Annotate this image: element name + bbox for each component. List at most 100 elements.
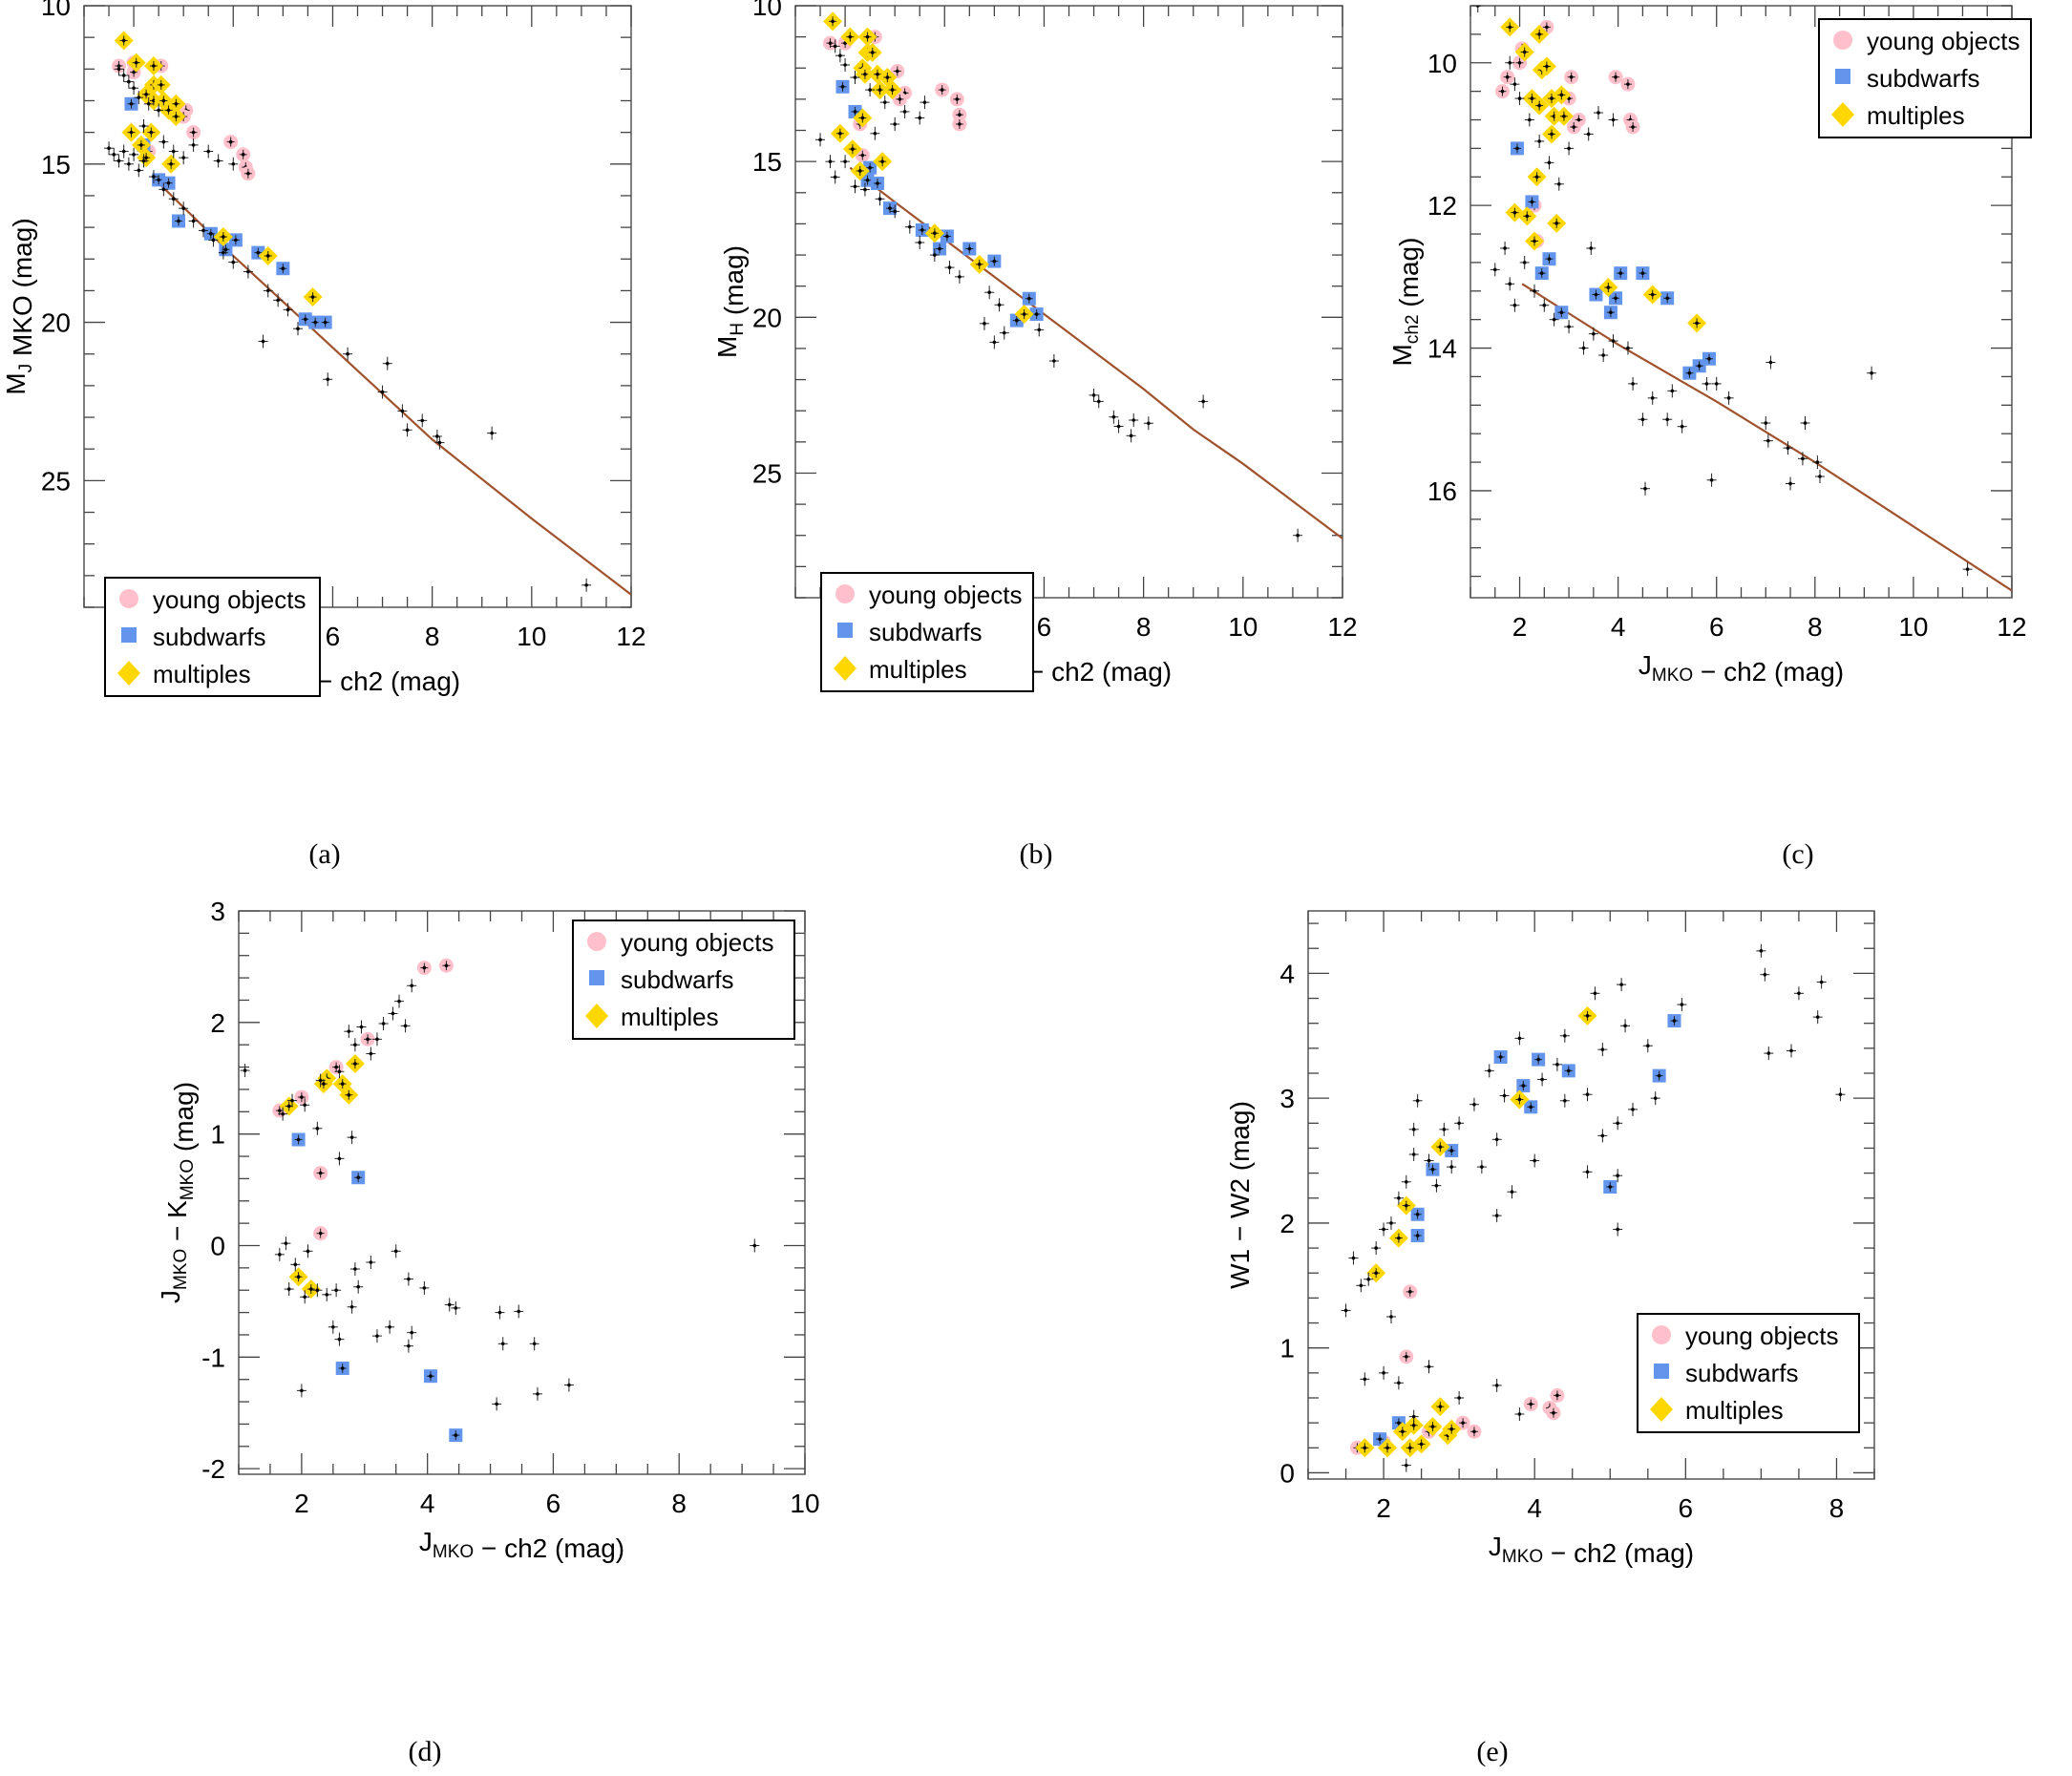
data-point [1415, 1212, 1420, 1216]
data-point [353, 1267, 357, 1271]
data-point [169, 161, 173, 166]
data-point [1555, 1063, 1559, 1067]
data-point [1870, 370, 1873, 375]
data-point [159, 83, 163, 87]
data-point [893, 122, 897, 126]
data-point [1407, 1290, 1412, 1294]
data-point [1503, 246, 1507, 250]
data-point [1430, 1167, 1435, 1172]
y-tick-label: 12 [1427, 191, 1457, 221]
data-point [838, 131, 842, 136]
data-point [228, 139, 233, 144]
data-point [246, 171, 250, 176]
data-point [490, 431, 494, 435]
data-point [144, 93, 148, 96]
data-point [296, 1275, 301, 1279]
y-tick-label: 15 [752, 147, 782, 177]
data-point [1680, 1003, 1684, 1006]
data-point [284, 1241, 288, 1245]
legend: young objects subdwarfs multiples [1818, 18, 2032, 138]
data-point [337, 1337, 342, 1342]
data-point [152, 175, 156, 179]
data-point [310, 295, 315, 299]
y-axis-label: Mch2 (mag) [1387, 238, 1424, 367]
data-point [366, 1037, 370, 1042]
caption-e: (e) [1476, 1736, 1509, 1767]
data-point [877, 88, 882, 92]
chart-panel-b: 2468101210152025JMKO − ch2 (mag)MH (mag)… [687, 0, 1375, 878]
data-point [1589, 246, 1594, 250]
data-point [1537, 32, 1541, 36]
data-point [211, 238, 216, 243]
data-point [265, 288, 270, 293]
x-tick-label: 8 [1136, 612, 1152, 642]
data-point [410, 983, 413, 988]
data-point [1492, 267, 1497, 272]
x-tick-label: 4 [420, 1489, 435, 1518]
data-point [1438, 1145, 1443, 1149]
legend-label: multiples [153, 660, 251, 688]
data-point [818, 137, 822, 142]
data-point [877, 197, 882, 201]
data-point [876, 181, 879, 185]
legend-label: subdwarfs [621, 965, 734, 994]
data-point [1643, 486, 1647, 491]
data-point [369, 1260, 373, 1264]
data-point [833, 44, 837, 49]
data-point [1427, 1158, 1431, 1163]
data-point [532, 1342, 537, 1346]
y-tick-label: 20 [41, 308, 71, 338]
data-point [318, 1231, 323, 1236]
data-point [1397, 1381, 1401, 1385]
data-point [1494, 1384, 1499, 1387]
data-point [1540, 1077, 1544, 1082]
data-point [407, 1277, 411, 1281]
data-point [356, 1175, 360, 1180]
data-point [992, 340, 997, 345]
data-point [1522, 50, 1527, 54]
plot-area [1472, 6, 2012, 592]
data-point [1965, 567, 1970, 571]
data-point [381, 1022, 386, 1025]
data-point [1650, 396, 1655, 400]
data-point [1411, 1423, 1416, 1427]
data-point [1530, 200, 1534, 204]
data-point [1002, 330, 1006, 335]
caption-b: (b) [1019, 838, 1053, 870]
data-point [454, 1306, 458, 1310]
data-point [1505, 74, 1510, 79]
data-point [340, 1366, 345, 1370]
data-point [1510, 1190, 1514, 1195]
data-point [1382, 1227, 1385, 1232]
data-point [1147, 421, 1151, 426]
data-point [567, 1383, 571, 1387]
data-point [1614, 296, 1617, 301]
data-point [331, 1324, 335, 1329]
legend-box [1637, 1313, 1860, 1433]
legend-label: multiples [1867, 101, 1965, 130]
data-point [1515, 146, 1519, 151]
chart-c: 2 4 6 8 10 12 10 12 14 16 JMKO − ch2 (mag) Mch2 (ma… [1387, 5, 2032, 687]
chart-panel-e: 2 4 6 8 0 1 2 3 4 JMKO − ch2 (mag) W1 − W2 (mag) yo… [1225, 898, 1929, 1776]
data-point [1415, 1234, 1420, 1237]
data-point [848, 34, 853, 39]
data-point [191, 130, 196, 135]
data-point [422, 1286, 427, 1290]
data-point [318, 1078, 323, 1083]
data-point [437, 440, 442, 445]
data-point [1585, 1092, 1590, 1097]
y-tick-label: 4 [1279, 959, 1295, 988]
data-point [375, 1037, 379, 1042]
data-point [388, 1324, 391, 1329]
data-point [1512, 303, 1517, 307]
legend-label: subdwarfs [153, 623, 266, 651]
data-point [1449, 1427, 1454, 1431]
data-point [1726, 396, 1731, 400]
data-point [1547, 257, 1552, 261]
data-point [1534, 175, 1539, 180]
data-point [420, 418, 425, 423]
data-point [1525, 214, 1530, 219]
data-point [116, 159, 121, 163]
y-tick-label: 10 [752, 0, 782, 21]
y-tick-label: 2 [1279, 1209, 1295, 1238]
